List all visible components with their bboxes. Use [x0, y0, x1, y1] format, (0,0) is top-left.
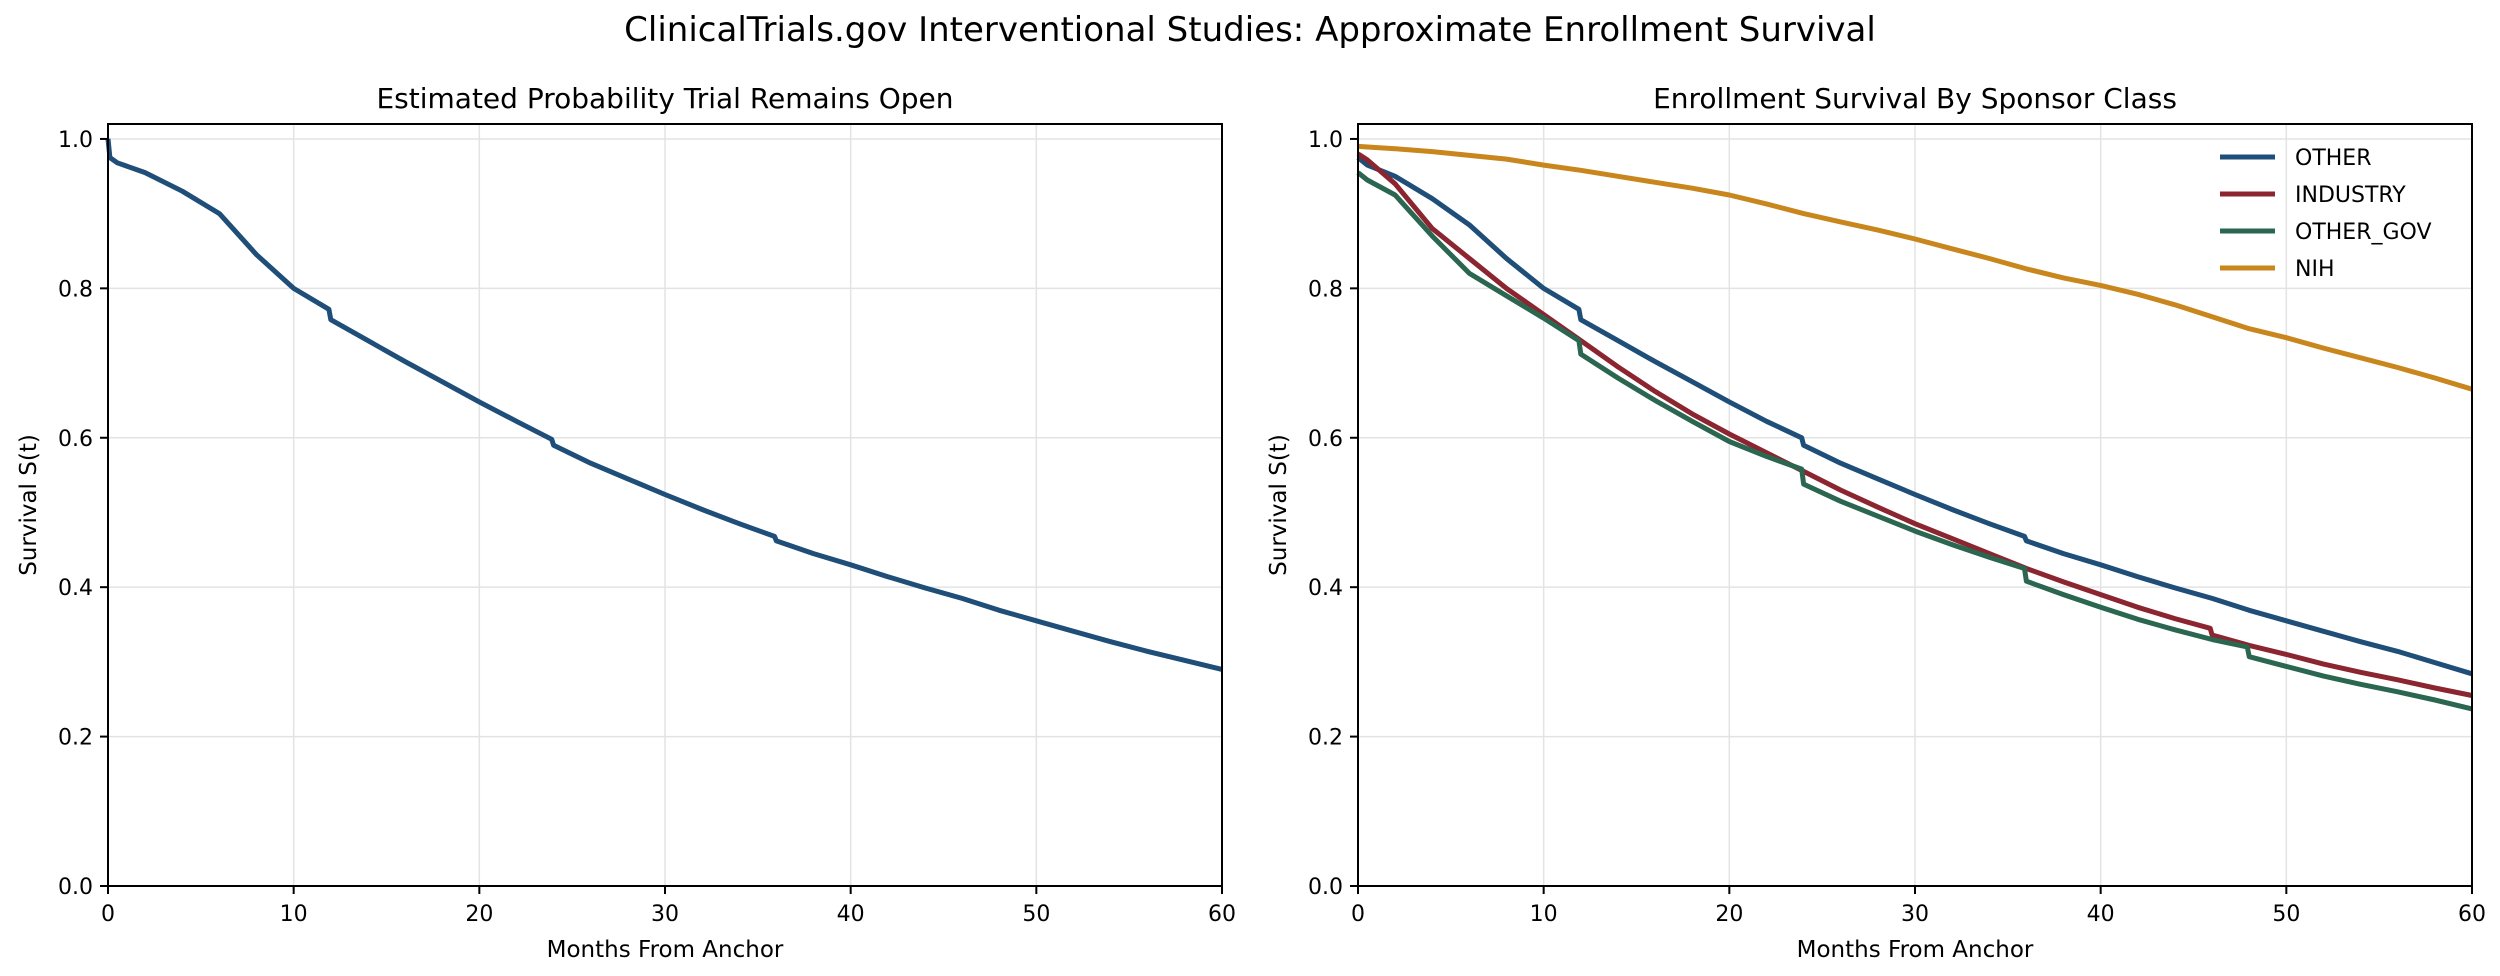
x-tick-label: 50 [1022, 902, 1050, 927]
x-tick-label: 30 [1901, 902, 1929, 927]
legend-label: NIH [2295, 257, 2335, 282]
figure-suptitle: ClinicalTrials.gov Interventional Studie… [624, 10, 1876, 50]
x-tick-label: 10 [280, 902, 308, 927]
x-axis-label: Months From Anchor [1797, 937, 2034, 963]
series-line-overall [105, 138, 1223, 672]
y-tick-label: 0.0 [1308, 875, 1343, 900]
legend-label: OTHER [2295, 146, 2371, 171]
series-line-other [1356, 155, 2473, 677]
x-tick-label: 50 [2272, 902, 2300, 927]
x-tick-label: 40 [837, 902, 865, 927]
y-axis-label: Survival S(t) [1266, 434, 1292, 576]
x-tick-label: 30 [651, 902, 679, 927]
chart-panel-sponsor: Enrollment Survival By Sponsor Class Mon… [1266, 82, 2486, 963]
x-axis-label: Months From Anchor [547, 937, 784, 963]
x-tick-label: 60 [1208, 902, 1236, 927]
x-tick-label: 0 [101, 902, 115, 927]
x-tick-label: 20 [465, 902, 493, 927]
y-tick-label: 0.8 [1308, 277, 1343, 302]
y-tick-label: 0.2 [58, 726, 93, 751]
legend-label: OTHER_GOV [2295, 220, 2432, 245]
series-line-other-gov [1356, 170, 2473, 712]
series-line-nih [1357, 143, 2473, 392]
x-tick-label: 10 [1530, 902, 1558, 927]
y-tick-label: 0.0 [58, 875, 93, 900]
y-tick-label: 0.2 [1308, 726, 1343, 751]
y-tick-label: 0.4 [58, 576, 93, 601]
chart-title: Estimated Probability Trial Remains Open [376, 82, 953, 115]
series-line-industry [1356, 151, 2473, 698]
y-axis-label: Survival S(t) [16, 434, 42, 576]
y-tick-label: 0.4 [1308, 576, 1343, 601]
x-tick-label: 20 [1715, 902, 1743, 927]
x-tick-label: 60 [2458, 902, 2486, 927]
chart-title: Enrollment Survival By Sponsor Class [1653, 82, 2177, 115]
x-tick-label: 0 [1351, 902, 1365, 927]
y-tick-label: 0.6 [58, 427, 93, 452]
y-tick-label: 1.0 [58, 128, 93, 153]
y-tick-label: 0.6 [1308, 427, 1343, 452]
legend-label: INDUSTRY [2295, 183, 2406, 208]
legend: OTHER INDUSTRY OTHER_GOV NIH [2220, 146, 2432, 282]
x-tick-label: 40 [2087, 902, 2115, 927]
y-tick-label: 1.0 [1308, 128, 1343, 153]
y-tick-label: 0.8 [58, 277, 93, 302]
chart-panel-overall: Estimated Probability Trial Remains Open… [16, 82, 1236, 963]
